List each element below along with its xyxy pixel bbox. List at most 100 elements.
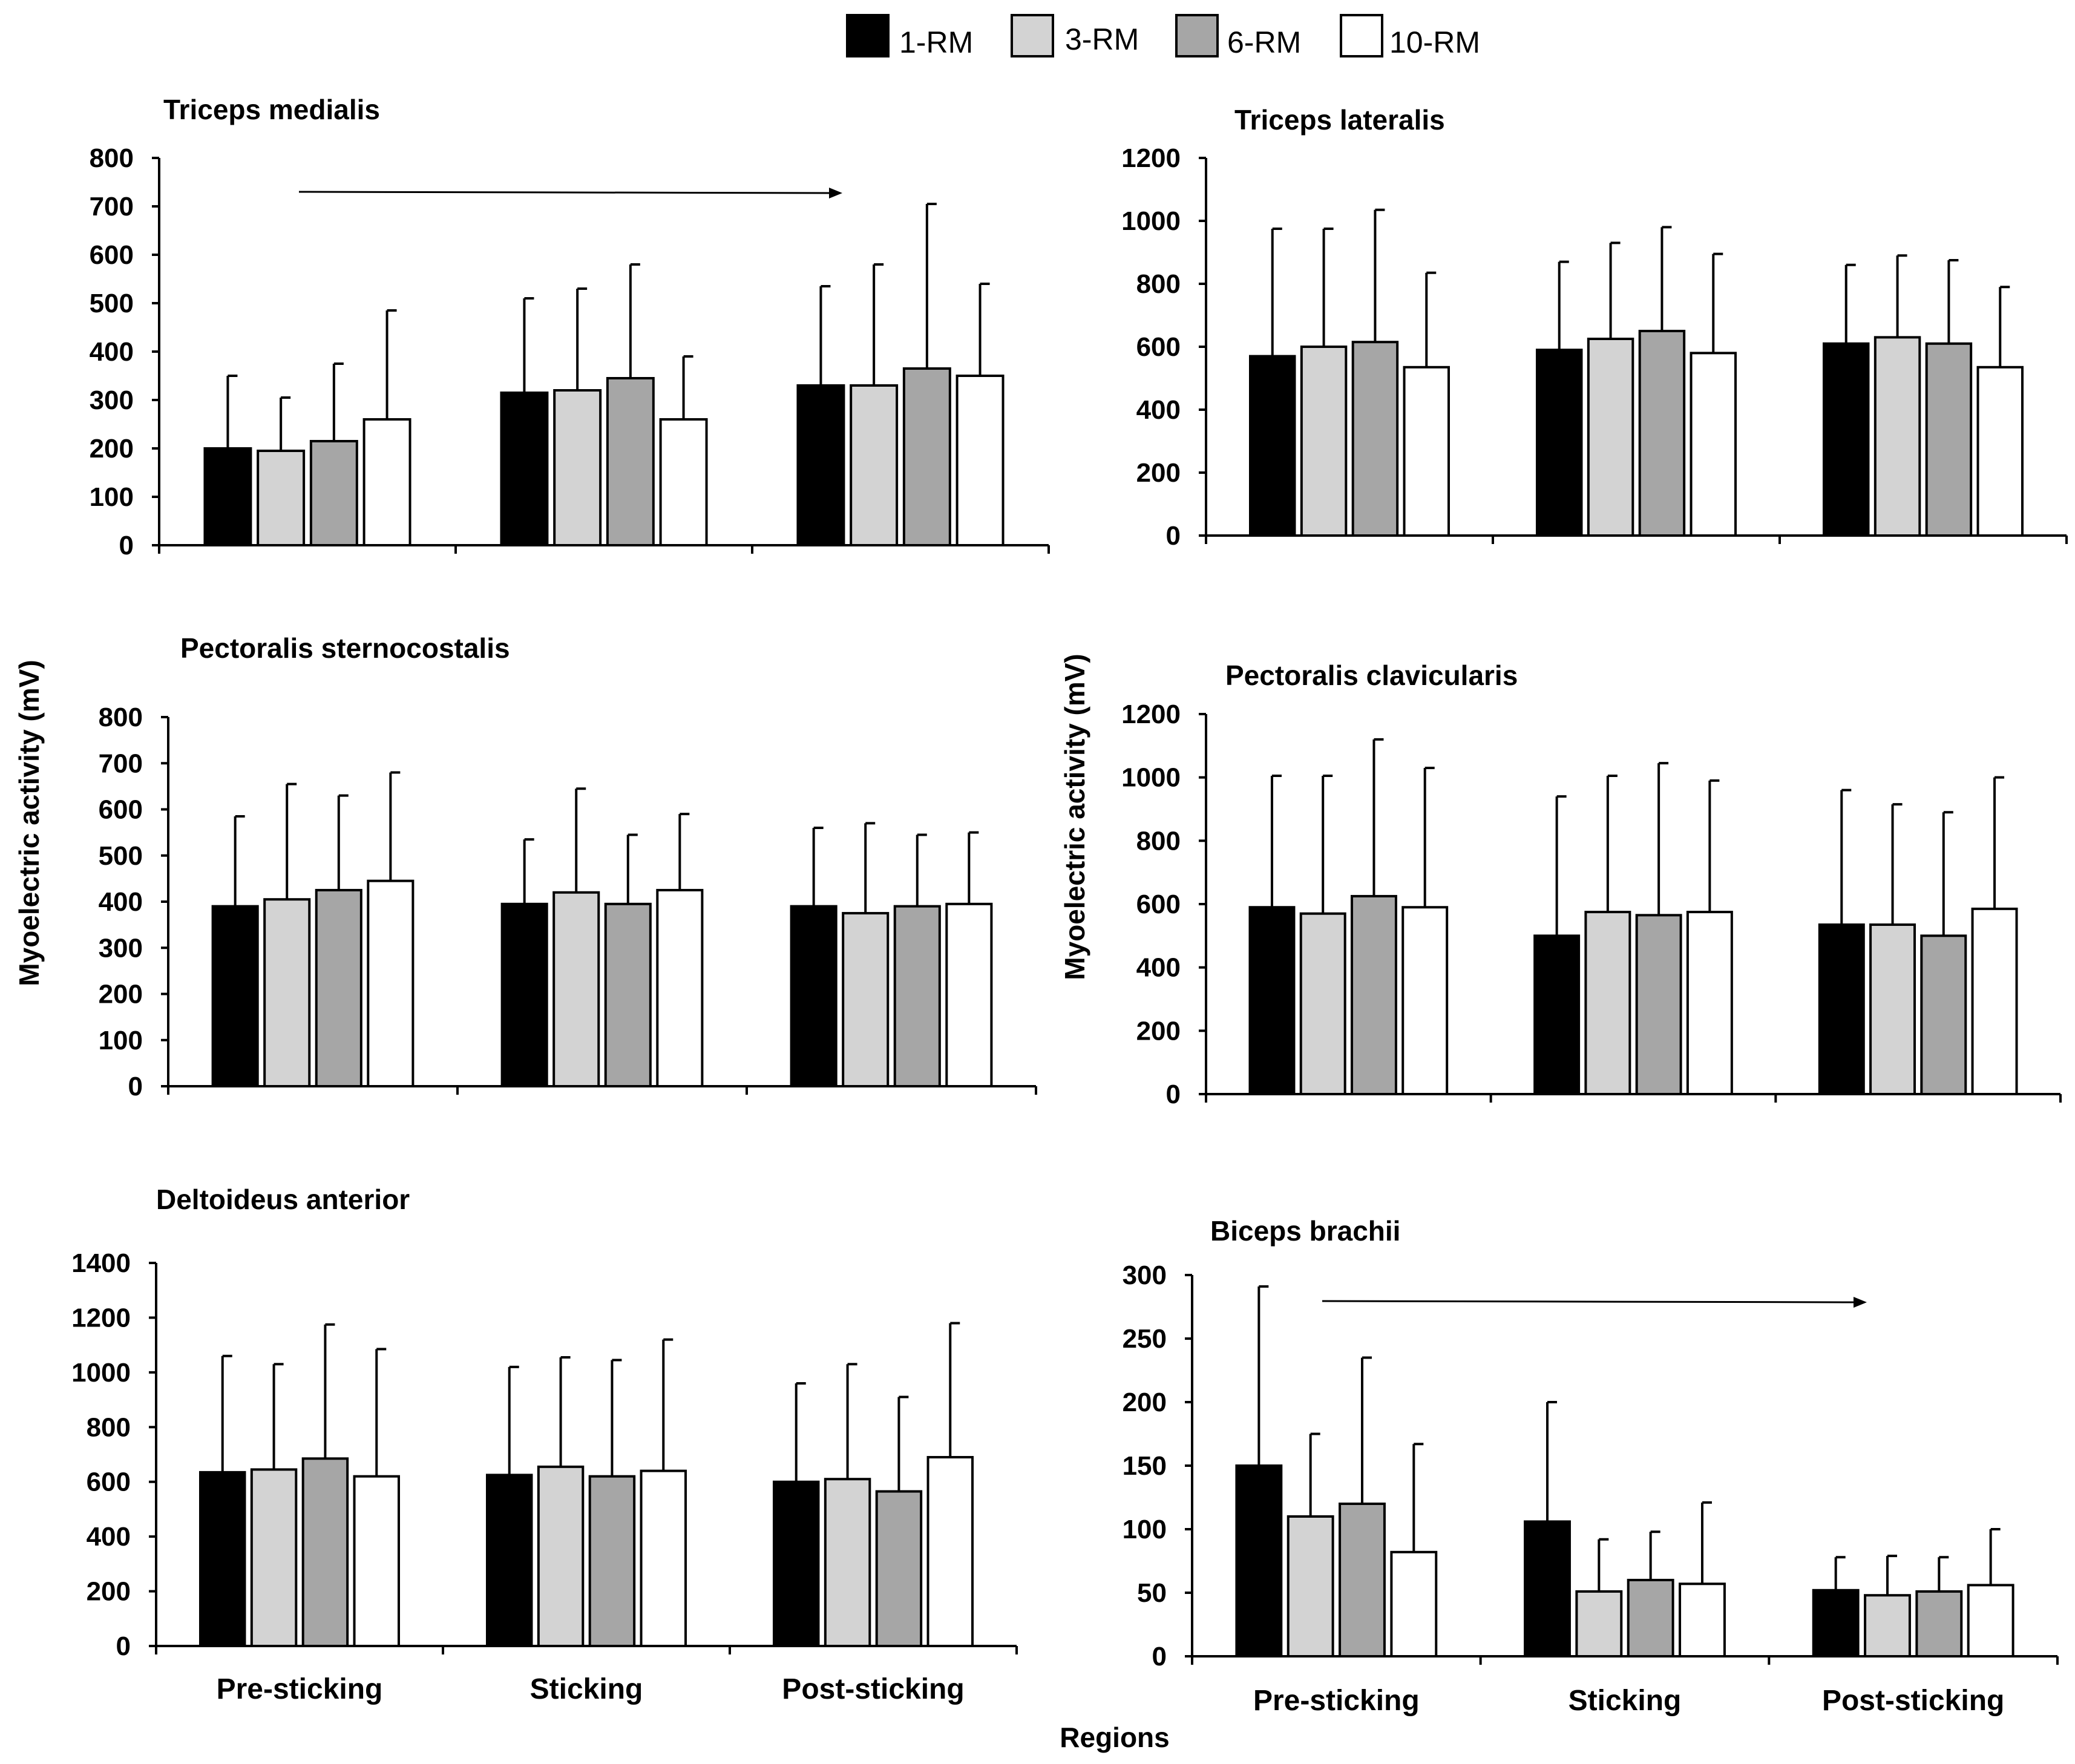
bar-deltoideus-anterior-sticking-1-rm [485, 1474, 533, 1647]
bar-pectoralis-sternocostalis-pre-sticking-3-rm [263, 898, 311, 1087]
y-tick-label: 200 [90, 434, 134, 464]
bar-triceps-lateralis-pre-sticking-1-rm [1248, 355, 1296, 537]
bar-biceps-brachii-sticking-6-rm [1627, 1579, 1674, 1657]
y-tick-label: 800 [90, 143, 134, 173]
bar-biceps-brachii-pre-sticking-1-rm [1235, 1464, 1283, 1657]
bar-triceps-medialis-pre-sticking-10-rm [362, 418, 411, 546]
y-tick-label: 400 [87, 1522, 131, 1552]
y-tick-label: 1400 [71, 1248, 131, 1278]
bar-pectoralis-clavicularis-post-sticking-10-rm [1971, 907, 2018, 1095]
bar-deltoideus-anterior-post-sticking-10-rm [926, 1456, 974, 1648]
bar-pectoralis-clavicularis-post-sticking-1-rm [1818, 923, 1865, 1096]
legend-label-1rm: 1-RM [899, 25, 973, 59]
bar-triceps-medialis-sticking-3-rm [553, 389, 602, 546]
legend-item-3rm: 3-RM [1011, 14, 1139, 57]
bar-pectoralis-sternocostalis-sticking-10-rm [656, 888, 704, 1087]
category-label-sticking: Sticking [1569, 1685, 1682, 1717]
category-label-pre-sticking: Pre-sticking [217, 1673, 383, 1705]
bar-triceps-lateralis-pre-sticking-6-rm [1351, 341, 1399, 537]
bar-triceps-medialis-sticking-6-rm [606, 377, 655, 546]
chart-title-triceps-lateralis: Triceps lateralis [1234, 104, 1445, 136]
bar-triceps-lateralis-post-sticking-1-rm [1822, 342, 1870, 537]
bar-biceps-brachii-post-sticking-10-rm [1967, 1584, 2014, 1657]
panel-biceps-brachii: Biceps brachii 0 50 100 150 200 250 300 Pre-stic… [1123, 1215, 2059, 1717]
legend-swatch-3rm [1011, 14, 1054, 57]
bar-pectoralis-clavicularis-post-sticking-6-rm [1920, 934, 1967, 1096]
y-tick-label: 500 [90, 289, 134, 318]
y-tick-label: 100 [90, 482, 134, 512]
bar-deltoideus-anterior-post-sticking-3-rm [824, 1478, 871, 1647]
bar-pectoralis-clavicularis-post-sticking-3-rm [1869, 923, 1916, 1096]
bar-triceps-lateralis-sticking-6-rm [1638, 330, 1686, 537]
legend: 1-RM 3-RM 6-RM 10-RM [846, 14, 1480, 59]
trend-arrow-head [1854, 1297, 1867, 1308]
bar-triceps-medialis-pre-sticking-6-rm [309, 440, 358, 546]
y-tick-label: 300 [1123, 1261, 1167, 1290]
category-label-post-sticking: Post-sticking [1822, 1685, 2004, 1717]
chart-title-deltoideus-anterior: Deltoideus anterior [156, 1184, 410, 1215]
bar-deltoideus-anterior-pre-sticking-10-rm [353, 1475, 401, 1647]
y-tick-label: 0 [1166, 1080, 1181, 1109]
chart-title-triceps-medialis: Triceps medialis [163, 94, 380, 125]
y-tick-label: 600 [1136, 332, 1181, 362]
bar-pectoralis-clavicularis-sticking-10-rm [1686, 911, 1733, 1096]
y-tick-label: 1000 [1121, 206, 1181, 236]
bar-pectoralis-clavicularis-sticking-1-rm [1533, 934, 1581, 1096]
legend-swatch-10rm [1340, 14, 1383, 57]
bar-triceps-lateralis-pre-sticking-3-rm [1300, 346, 1348, 537]
bar-triceps-medialis-post-sticking-1-rm [796, 384, 845, 546]
bar-triceps-lateralis-sticking-1-rm [1535, 349, 1583, 537]
trend-arrow-line [1322, 1300, 1857, 1303]
bar-pectoralis-clavicularis-sticking-6-rm [1635, 914, 1682, 1095]
bar-pectoralis-clavicularis-sticking-3-rm [1584, 911, 1631, 1096]
bar-triceps-medialis-post-sticking-10-rm [956, 375, 1005, 546]
bar-biceps-brachii-sticking-3-rm [1575, 1590, 1623, 1657]
y-tick-label: 300 [99, 933, 143, 963]
y-tick-label: 1200 [1121, 700, 1181, 729]
bar-pectoralis-sternocostalis-post-sticking-1-rm [790, 905, 838, 1087]
panel-triceps-lateralis: Triceps lateralis 0 200 400 600 800 1000 1200 [1121, 104, 2068, 551]
bar-pectoralis-sternocostalis-post-sticking-10-rm [945, 902, 993, 1087]
bar-pectoralis-sternocostalis-pre-sticking-1-rm [211, 905, 259, 1087]
panel-pectoralis-sternocostalis: Pectoralis sternocostalis 0 100 200 300 400 50… [99, 632, 1037, 1101]
bar-pectoralis-sternocostalis-sticking-1-rm [500, 902, 548, 1087]
y-tick-label: 600 [1136, 890, 1181, 919]
bar-deltoideus-anterior-pre-sticking-1-rm [198, 1471, 246, 1648]
legend-label-6rm: 6-RM [1227, 25, 1301, 59]
y-tick-label: 400 [1136, 953, 1181, 983]
category-label-sticking: Sticking [530, 1673, 643, 1705]
y-axis-label-left: Myoelectric activity (mV) [13, 660, 45, 986]
y-tick-label: 1200 [71, 1303, 131, 1333]
y-tick-label: 800 [1136, 826, 1181, 856]
panel-pectoralis-clavicularis: Pectoralis clavicularis 0 200 400 600 800 1000… [1121, 660, 2062, 1109]
bar-triceps-medialis-pre-sticking-3-rm [257, 450, 306, 546]
y-tick-label: 600 [87, 1467, 131, 1497]
bar-biceps-brachii-post-sticking-3-rm [1864, 1594, 1911, 1657]
trend-arrow-line [298, 191, 832, 194]
bar-triceps-medialis-post-sticking-3-rm [850, 384, 899, 546]
y-tick-label: 700 [99, 749, 143, 778]
x-axis-label: Regions [1060, 1722, 1169, 1753]
y-tick-label: 100 [1123, 1515, 1167, 1544]
bar-pectoralis-sternocostalis-pre-sticking-6-rm [315, 888, 362, 1087]
y-tick-label: 0 [1166, 521, 1181, 551]
y-tick-label: 200 [1136, 458, 1181, 488]
bar-deltoideus-anterior-pre-sticking-6-rm [301, 1457, 349, 1648]
trend-arrow-head [829, 188, 842, 198]
bar-biceps-brachii-sticking-1-rm [1524, 1520, 1571, 1657]
bar-deltoideus-anterior-pre-sticking-3-rm [250, 1468, 298, 1648]
bar-pectoralis-sternocostalis-pre-sticking-10-rm [367, 879, 415, 1087]
y-tick-label: 0 [128, 1072, 143, 1101]
bar-triceps-lateralis-sticking-10-rm [1690, 352, 1737, 537]
bar-deltoideus-anterior-post-sticking-6-rm [875, 1490, 923, 1648]
y-tick-label: 400 [90, 337, 134, 367]
bar-triceps-lateralis-post-sticking-3-rm [1873, 336, 1921, 537]
legend-label-3rm: 3-RM [1065, 22, 1139, 56]
y-tick-label: 700 [90, 192, 134, 221]
chart-title-biceps-brachii: Biceps brachii [1210, 1215, 1400, 1247]
y-tick-label: 500 [99, 841, 143, 871]
y-tick-label: 1000 [71, 1358, 131, 1388]
y-tick-label: 100 [99, 1026, 143, 1055]
y-tick-label: 1200 [1121, 143, 1181, 173]
